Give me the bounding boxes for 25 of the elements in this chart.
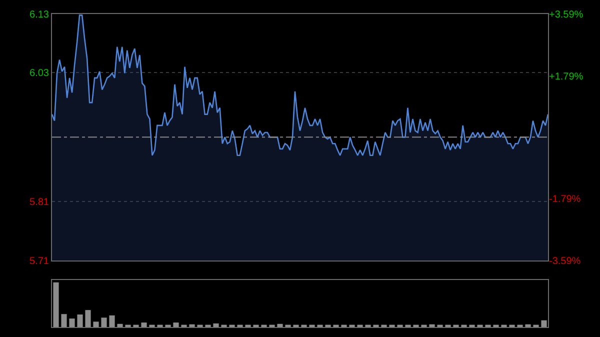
y2-tick-label: -3.59%	[549, 256, 581, 267]
bar	[525, 324, 531, 327]
bar	[429, 324, 435, 327]
y-tick-label: 5.81	[30, 197, 50, 208]
bar	[69, 318, 75, 327]
bar	[213, 323, 219, 327]
bar	[77, 314, 83, 327]
bar	[173, 322, 179, 327]
y-tick-label: 6.13	[30, 10, 50, 20]
y-tick-label: 5.71	[30, 256, 50, 267]
y2-tick-label: +1.79%	[549, 71, 584, 82]
bar	[189, 324, 195, 327]
bar	[541, 320, 547, 327]
y2-tick-label: -1.79%	[549, 194, 581, 206]
bar	[93, 322, 99, 327]
bar	[61, 314, 67, 327]
y-tick-label: 6.03	[30, 68, 50, 80]
bar	[117, 324, 123, 327]
bar	[109, 315, 115, 327]
bar	[277, 324, 283, 327]
bar	[85, 310, 91, 327]
bar	[53, 282, 59, 327]
y2-tick-label: +3.59%	[549, 10, 584, 20]
bar	[101, 318, 107, 327]
bar	[141, 322, 147, 327]
